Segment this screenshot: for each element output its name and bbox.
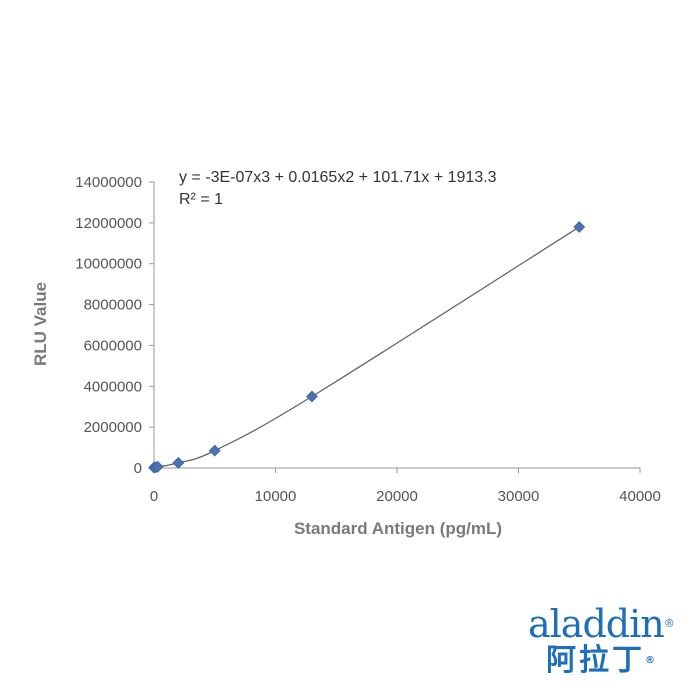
y-tick-label: 10000000 (75, 256, 142, 273)
y-tick-label: 0 (134, 460, 142, 477)
y-tick-label: 6000000 (84, 337, 142, 354)
data-point (151, 460, 164, 473)
axes (153, 182, 640, 469)
data-point (172, 456, 185, 469)
x-tick-label: 0 (150, 488, 158, 505)
y-tick-label: 12000000 (75, 215, 142, 232)
logo-word-text: aladdin (528, 602, 665, 646)
data-point (208, 444, 221, 457)
aladdin-logo: aladdin® 阿拉丁® (528, 604, 688, 688)
logo-reg-mark-cn: ® (645, 655, 655, 666)
data-point (306, 390, 318, 403)
logo-chinese-name: 阿拉丁® (546, 644, 655, 678)
data-point (573, 221, 586, 233)
logo-chinese-text: 阿拉丁 (546, 643, 645, 678)
x-axis-title: Standard Antigen (pg/mL) (294, 519, 502, 538)
trendline-equation: y = -3E-07x3 + 0.0165x2 + 101.71x + 1913… (179, 169, 497, 186)
logo-wordmark: aladdin® (528, 602, 675, 646)
logo-reg-mark: ® (663, 617, 675, 630)
y-tick-label: 2000000 (84, 419, 142, 436)
data-points (148, 221, 586, 474)
x-tick-label: 20000 (376, 488, 418, 505)
x-tick-label: 30000 (498, 488, 540, 505)
y-tick-label: 8000000 (84, 297, 142, 314)
y-axis-title: RLU Value (31, 282, 50, 366)
trendline (153, 226, 580, 469)
x-tick-label: 10000 (255, 488, 297, 505)
y-tick-label: 14000000 (75, 174, 142, 191)
r-squared-label: R² = 1 (179, 191, 223, 208)
y-ticks: 0 2000000 4000000 6000000 8000000 10000000 120… (75, 174, 154, 477)
x-tick-label: 40000 (619, 488, 661, 505)
y-tick-label: 4000000 (84, 378, 142, 395)
x-ticks: 0 10000 20000 30000 40000 (150, 468, 661, 505)
